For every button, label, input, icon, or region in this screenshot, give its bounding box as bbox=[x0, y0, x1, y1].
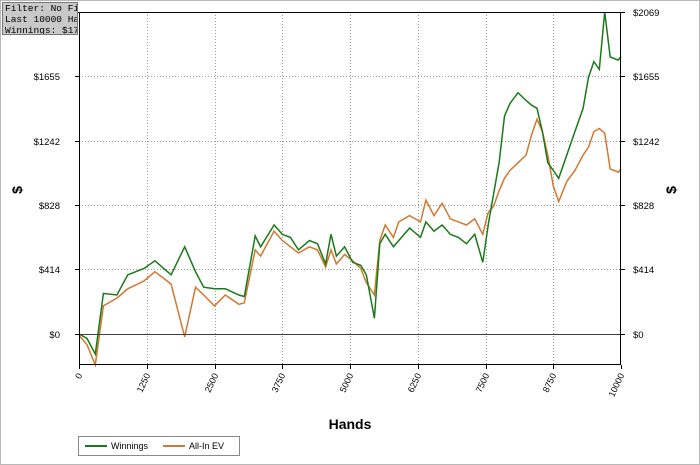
x-tick-label: 6250 bbox=[406, 372, 424, 394]
y-axis-title-left: $ bbox=[9, 186, 25, 194]
y-axis-title-right: $ bbox=[663, 186, 679, 194]
grid-layer bbox=[79, 12, 621, 365]
legend-item-winnings: Winnings bbox=[83, 437, 159, 455]
y-tick-label-right: $828 bbox=[633, 201, 654, 212]
x-tick-label: 3750 bbox=[270, 372, 288, 394]
y-tick-label-right: $2069 bbox=[633, 8, 659, 19]
legend-label-all-in-ev: All-In EV bbox=[189, 441, 225, 451]
x-tick-label: 8750 bbox=[541, 372, 559, 394]
y-tick-label-left: $1242 bbox=[34, 137, 60, 148]
x-tick-label: 2500 bbox=[203, 372, 221, 394]
filter-label: Filter: No Filter bbox=[5, 3, 77, 14]
hands-count-label: Last 10000 Hands bbox=[5, 14, 78, 25]
y-tick-label-left: $828 bbox=[39, 201, 60, 212]
legend-item-all-in-ev: All-In EV bbox=[161, 437, 237, 455]
series-line-winnings bbox=[78, 11, 622, 357]
x-axis-title: Hands bbox=[329, 416, 372, 432]
y-tick-label-left: $1655 bbox=[34, 72, 60, 83]
x-tick-label: 10000 bbox=[607, 372, 627, 399]
y-tick-label-right: $1242 bbox=[633, 137, 659, 148]
x-tick-label: 5000 bbox=[338, 372, 356, 394]
y-tick-label-left: $414 bbox=[39, 265, 60, 276]
filter-info-box: Filter: No Filter Last 10000 Hands Winni… bbox=[2, 2, 78, 35]
x-tick-label: 7500 bbox=[474, 372, 492, 394]
y-tick-label-right: $0 bbox=[633, 330, 644, 341]
y-tick-label-left: $0 bbox=[49, 330, 60, 341]
series-line-all-in-ev bbox=[78, 117, 622, 368]
legend-swatch-all-in-ev bbox=[163, 445, 185, 447]
legend-label-winnings: Winnings bbox=[111, 441, 149, 451]
axis-layer bbox=[79, 12, 621, 365]
plot-border bbox=[79, 12, 621, 365]
y-tick-label-right: $1655 bbox=[633, 72, 659, 83]
chart-legend: Winnings All-In EV bbox=[78, 436, 240, 456]
winnings-total-label: Winnings: $1783.41 bbox=[5, 25, 77, 35]
x-tick-label: 0 bbox=[73, 372, 84, 381]
x-tick-label: 1250 bbox=[135, 372, 153, 394]
y-tick-label-right: $414 bbox=[633, 265, 654, 276]
series-layer bbox=[78, 11, 622, 368]
legend-swatch-winnings bbox=[85, 445, 107, 447]
